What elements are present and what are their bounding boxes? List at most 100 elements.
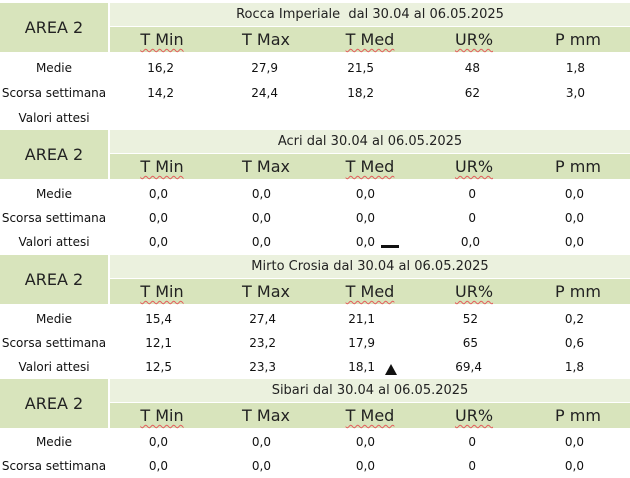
row-label: Scorsa settimana <box>1 459 107 473</box>
col-t-max: T Max <box>242 30 290 49</box>
cell-t-med: 17,9 <box>348 336 375 350</box>
row-label: Valori attesi <box>18 111 90 125</box>
cell-t-max: 23,2 <box>249 336 276 350</box>
table-row-scorsa-settimana: Scorsa settimana 0,0 0,0 0,0 0 0,0 <box>0 206 630 230</box>
cell-t-med: 0,0 <box>355 235 375 249</box>
column-headers: T Min T Max T Med UR% P mm <box>110 403 630 428</box>
cell-p-mm: 0,0 <box>564 459 584 473</box>
cell-p-mm: 0,0 <box>564 235 584 249</box>
row-label: Medie <box>35 312 73 326</box>
cell-t-max: 0,0 <box>251 435 271 449</box>
cell-ur: 62 <box>464 86 480 100</box>
cell-t-med: 0,0 <box>355 459 375 473</box>
row-label: Medie <box>35 187 73 201</box>
col-t-max: T Max <box>242 406 290 425</box>
cell-p-mm: 0,0 <box>564 187 584 201</box>
dash-icon <box>381 245 399 248</box>
section-header: AREA 2 Acri dal 30.04 al 06.05.2025 T Mi… <box>0 130 630 179</box>
row-label: Valori attesi <box>18 360 90 374</box>
col-t-med: T Med <box>345 30 395 49</box>
cell-t-med: 21,1 <box>348 312 375 326</box>
row-label: Medie <box>35 61 73 75</box>
up-triangle-icon <box>385 364 397 375</box>
row-label: Medie <box>35 435 73 449</box>
section-title: Sibari dal 30.04 al 06.05.2025 <box>110 379 630 403</box>
col-t-min: T Min <box>140 406 184 425</box>
table-row-valori-attesi: Valori attesi 12,5 23,3 18,1 69,4 1,8 <box>0 355 630 379</box>
cell-t-med: 0,0 <box>355 435 375 449</box>
section-header: AREA 2 Rocca Imperiale dal 30.04 al 06.0… <box>0 3 630 52</box>
area-label: AREA 2 <box>0 255 110 304</box>
col-t-med: T Med <box>345 406 395 425</box>
cell-t-med: 18,1 <box>348 360 375 374</box>
row-label: Scorsa settimana <box>1 211 107 225</box>
cell-p-mm: 0,6 <box>564 336 584 350</box>
cell-t-min: 0,0 <box>148 459 168 473</box>
cell-t-min: 0,0 <box>148 187 168 201</box>
cell-ur: 0 <box>468 211 476 225</box>
row-label: Scorsa settimana <box>1 86 107 100</box>
cell-t-max: 27,9 <box>251 61 278 75</box>
col-ur: UR% <box>454 406 494 425</box>
section-title: Acri dal 30.04 al 06.05.2025 <box>110 130 630 154</box>
table-row-medie: Medie 0,0 0,0 0,0 0 0,0 <box>0 430 630 454</box>
cell-p-mm: 3,0 <box>565 86 585 100</box>
cell-t-min: 12,1 <box>145 336 172 350</box>
cell-ur: 0,0 <box>460 235 480 249</box>
column-headers: T Min T Max T Med UR% P mm <box>110 279 630 304</box>
table-row-scorsa-settimana: Scorsa settimana 12,1 23,2 17,9 65 0,6 <box>0 331 630 355</box>
cell-t-med: 0,0 <box>355 187 375 201</box>
col-t-med: T Med <box>345 282 395 301</box>
cell-p-mm: 1,8 <box>565 61 585 75</box>
cell-ur: 48 <box>464 61 480 75</box>
cell-ur: 0 <box>468 435 476 449</box>
cell-t-min: 12,5 <box>145 360 172 374</box>
row-label: Scorsa settimana <box>1 336 107 350</box>
cell-ur: 0 <box>468 459 476 473</box>
cell-t-max: 0,0 <box>251 459 271 473</box>
col-t-max: T Max <box>242 157 290 176</box>
cell-t-min: 0,0 <box>148 211 168 225</box>
table-row-medie: Medie 15,4 27,4 21,1 52 0,2 <box>0 307 630 375</box>
cell-t-min: 16,2 <box>147 61 174 75</box>
area-label: AREA 2 <box>0 379 110 428</box>
cell-t-min: 0,0 <box>148 435 168 449</box>
column-headers: T Min T Max T Med UR% P mm <box>110 27 630 52</box>
cell-p-mm: 0,2 <box>564 312 584 326</box>
section-title: Rocca Imperiale dal 30.04 al 06.05.2025 <box>110 3 630 27</box>
cell-t-med: 21,5 <box>347 61 374 75</box>
table-row-medie: Medie 16,2 27,9 21,5 48 1,8 <box>0 56 630 80</box>
section-header: AREA 2 Mirto Crosia dal 30.04 al 06.05.2… <box>0 255 630 304</box>
cell-p-mm: 0,0 <box>564 435 584 449</box>
section-header: AREA 2 Sibari dal 30.04 al 06.05.2025 T … <box>0 379 630 428</box>
col-t-min: T Min <box>140 30 184 49</box>
col-p-mm: P mm <box>555 30 601 49</box>
col-t-max: T Max <box>242 282 290 301</box>
cell-t-min: 15,4 <box>145 312 172 326</box>
col-p-mm: P mm <box>555 157 601 176</box>
cell-t-max: 0,0 <box>251 211 271 225</box>
col-t-med: T Med <box>345 157 395 176</box>
section-title: Mirto Crosia dal 30.04 al 06.05.2025 <box>110 255 630 279</box>
col-p-mm: P mm <box>555 282 601 301</box>
cell-t-max: 24,4 <box>251 86 278 100</box>
cell-t-max: 23,3 <box>249 360 276 374</box>
cell-ur: 69,4 <box>455 360 482 374</box>
col-ur: UR% <box>454 30 494 49</box>
cell-t-max: 0,0 <box>251 187 271 201</box>
table-row-scorsa-settimana: Scorsa settimana 14,2 24,4 18,2 62 3,0 <box>0 81 630 105</box>
cell-t-max: 0,0 <box>251 235 271 249</box>
col-t-min: T Min <box>140 157 184 176</box>
col-ur: UR% <box>454 157 494 176</box>
cell-ur: 52 <box>462 312 478 326</box>
cell-t-min: 14,2 <box>147 86 174 100</box>
cell-t-med: 18,2 <box>347 86 374 100</box>
area-label: AREA 2 <box>0 130 110 179</box>
cell-t-med: 0,0 <box>355 211 375 225</box>
cell-t-min: 0,0 <box>148 235 168 249</box>
cell-t-max: 27,4 <box>249 312 276 326</box>
col-ur: UR% <box>454 282 494 301</box>
cell-p-mm: 0,0 <box>564 211 584 225</box>
cell-ur: 0 <box>468 187 476 201</box>
